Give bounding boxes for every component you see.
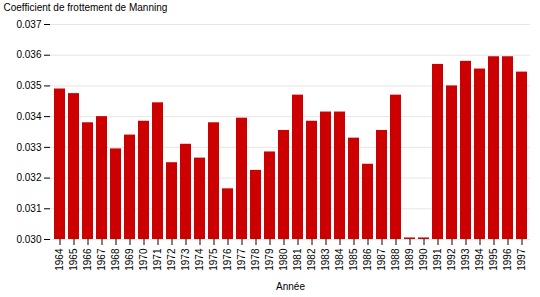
svg-text:1981: 1981 — [292, 248, 303, 271]
svg-text:0.031: 0.031 — [16, 203, 41, 214]
svg-text:1967: 1967 — [96, 248, 107, 271]
svg-text:0.037: 0.037 — [16, 19, 41, 30]
svg-text:1994: 1994 — [474, 248, 485, 271]
svg-text:1989: 1989 — [404, 248, 415, 271]
svg-text:1987: 1987 — [376, 248, 387, 271]
svg-text:1995: 1995 — [488, 248, 499, 271]
svg-text:1997: 1997 — [516, 248, 527, 271]
svg-text:1971: 1971 — [152, 248, 163, 271]
svg-text:1993: 1993 — [460, 248, 471, 271]
svg-text:1996: 1996 — [502, 248, 513, 271]
svg-text:1965: 1965 — [68, 248, 79, 271]
svg-text:1984: 1984 — [334, 248, 345, 271]
svg-text:1968: 1968 — [110, 248, 121, 271]
svg-text:1988: 1988 — [390, 248, 401, 271]
svg-text:1973: 1973 — [180, 248, 191, 271]
svg-text:0.035: 0.035 — [16, 80, 41, 91]
svg-text:1975: 1975 — [208, 248, 219, 271]
svg-text:1972: 1972 — [166, 248, 177, 271]
svg-text:0.032: 0.032 — [16, 172, 41, 183]
svg-text:1992: 1992 — [446, 248, 457, 271]
svg-text:1983: 1983 — [320, 248, 331, 271]
svg-text:1969: 1969 — [124, 248, 135, 271]
svg-text:Année: Année — [276, 281, 305, 292]
svg-text:1977: 1977 — [236, 248, 247, 271]
svg-text:1970: 1970 — [138, 248, 149, 271]
svg-text:1978: 1978 — [250, 248, 261, 271]
svg-text:1986: 1986 — [362, 248, 373, 271]
svg-text:1964: 1964 — [54, 248, 65, 271]
svg-text:0.030: 0.030 — [16, 234, 41, 245]
svg-text:1976: 1976 — [222, 248, 233, 271]
svg-text:1966: 1966 — [82, 248, 93, 271]
svg-text:1982: 1982 — [306, 248, 317, 271]
svg-text:1974: 1974 — [194, 248, 205, 271]
svg-text:Coefficient de frottement de M: Coefficient de frottement de Manning — [4, 2, 168, 13]
svg-text:1991: 1991 — [432, 248, 443, 271]
svg-text:1990: 1990 — [418, 248, 429, 271]
svg-text:0.034: 0.034 — [16, 111, 41, 122]
svg-text:1979: 1979 — [264, 248, 275, 271]
svg-text:0.033: 0.033 — [16, 142, 41, 153]
svg-text:1985: 1985 — [348, 248, 359, 271]
svg-text:0.036: 0.036 — [16, 49, 41, 60]
svg-text:1980: 1980 — [278, 248, 289, 271]
